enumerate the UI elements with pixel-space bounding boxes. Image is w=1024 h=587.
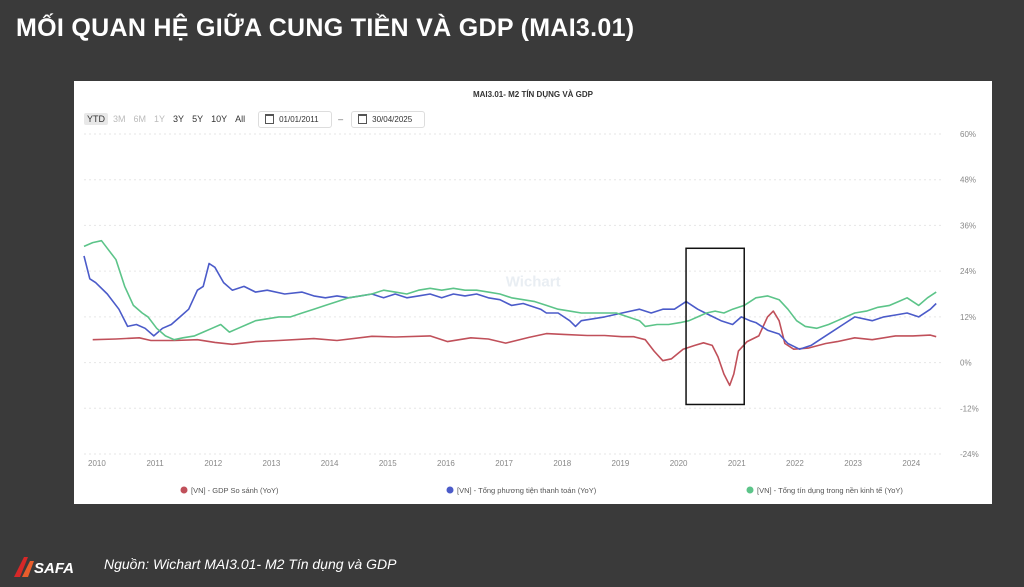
date-separator: –	[338, 114, 344, 124]
range-toolbar: YTD 3M 6M 1Y 3Y 5Y 10Y All 01/01/2011 – 30/04/2…	[84, 110, 426, 128]
legend-label: [VN] - Tổng phương tiện thanh toán (YoY)	[457, 486, 597, 495]
slide-title: MỐI QUAN HỆ GIỮA CUNG TIỀN VÀ GDP (MAI3.…	[16, 14, 635, 42]
x-tick-label: 2020	[670, 459, 688, 468]
chart-svg: 60% 48% 36% 24% 12% 0% -12% -24% 2010 2011 2012 201…	[83, 130, 979, 495]
x-tick-label: 2014	[321, 459, 339, 468]
range-button-5y[interactable]: 5Y	[192, 114, 204, 124]
y-tick-label: 60%	[960, 130, 976, 139]
series-line-gdp	[92, 310, 937, 387]
x-tick-label: 2019	[612, 459, 630, 468]
x-tick-label: 2018	[553, 459, 571, 468]
safa-logo: SAFA	[14, 557, 74, 577]
legend-marker	[180, 486, 188, 494]
range-button-6m[interactable]: 6M	[133, 114, 147, 124]
x-tick-label: 2022	[786, 459, 804, 468]
y-tick-label: 48%	[960, 176, 976, 185]
to-date-value: 30/04/2025	[372, 114, 413, 124]
range-buttons: YTD 3M 6M 1Y 3Y 5Y 10Y All	[84, 113, 250, 125]
range-button-all[interactable]: All	[235, 114, 246, 124]
from-date-value: 01/01/2011	[279, 114, 319, 124]
legend-label: [VN] - Tổng tín dụng trong nền kinh tế (…	[757, 486, 903, 495]
x-tick-label: 2016	[437, 459, 455, 468]
to-date-input[interactable]: 30/04/2025	[351, 110, 426, 128]
y-tick-label: -24%	[960, 450, 979, 459]
legend-marker	[446, 486, 454, 494]
calendar-icon	[265, 114, 275, 124]
x-tick-label: 2013	[263, 459, 281, 468]
x-tick-label: 2023	[844, 459, 862, 468]
highlight-box	[685, 247, 745, 406]
x-tick-label: 2012	[204, 459, 222, 468]
y-tick-label: 0%	[960, 359, 972, 368]
range-button-3m[interactable]: 3M	[113, 114, 126, 124]
y-tick-label: 36%	[960, 221, 976, 230]
x-tick-label: 2017	[495, 459, 513, 468]
x-tick-label: 2024	[902, 459, 920, 468]
x-tick-label: 2010	[88, 459, 106, 468]
source-note: Nguồn: Wichart MAI3.01- M2 Tín dụng và G…	[104, 556, 397, 572]
chart-panel: 60% 48% 36% 24% 12% 0% -12% -24% 2010 2011 2012 201…	[74, 81, 992, 504]
x-tick-label: 2021	[728, 459, 746, 468]
range-button-3y[interactable]: 3Y	[173, 114, 185, 124]
x-tick-label: 2015	[379, 459, 397, 468]
watermark: Wichart	[506, 273, 561, 290]
legend-marker	[746, 486, 754, 494]
series-line-credit	[83, 239, 937, 341]
y-tick-label: 24%	[960, 267, 976, 276]
logo-text: SAFA	[34, 560, 74, 577]
legend-label: [VN] - GDP So sánh (YoY)	[191, 486, 279, 495]
range-button-ytd[interactable]: YTD	[84, 113, 108, 125]
range-button-1y[interactable]: 1Y	[154, 114, 166, 124]
series-line-m2	[83, 255, 937, 350]
x-tick-label: 2011	[146, 459, 164, 468]
from-date-input[interactable]: 01/01/2011	[258, 110, 333, 128]
range-button-10y[interactable]: 10Y	[211, 114, 228, 124]
y-tick-label: -12%	[960, 404, 979, 413]
y-tick-label: 12%	[960, 313, 976, 322]
calendar-icon	[358, 114, 368, 124]
chart-title: MAI3.01- M2 TÍN DỤNG VÀ GDP	[472, 90, 593, 99]
